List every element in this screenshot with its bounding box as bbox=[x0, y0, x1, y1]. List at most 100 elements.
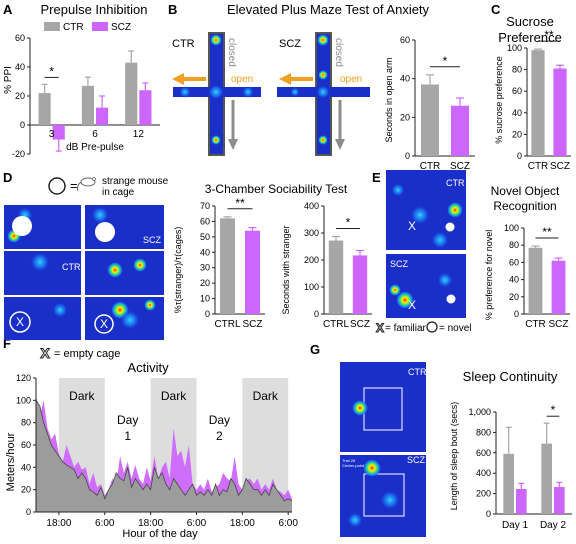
dark-label: Dark bbox=[253, 389, 279, 403]
x-tick-label: CTR bbox=[420, 161, 441, 172]
x-tick-label: 6:00 bbox=[278, 518, 298, 529]
maze-ctr-open-label: open bbox=[231, 74, 253, 85]
object-scz-label: SCZ bbox=[390, 259, 409, 269]
x-tick-label: 6:00 bbox=[187, 518, 207, 529]
chart-e-title-line-2: Recognition bbox=[493, 199, 556, 213]
day-label: Day bbox=[117, 413, 138, 427]
y-tick-label: 0 bbox=[405, 151, 410, 161]
y-tick-label: 40 bbox=[400, 74, 410, 84]
x-tick-label: 3 bbox=[49, 129, 55, 140]
chart-f-activity: Dark Dark DarkDay1Day202040608010012018:00… bbox=[16, 373, 298, 529]
sleep-heatmap-ctr: CTR bbox=[340, 362, 427, 452]
object-ctr-hotspot bbox=[391, 183, 405, 197]
y-tick-label: 1,000 bbox=[468, 407, 491, 417]
y-tick-label: 80 bbox=[509, 240, 519, 250]
significance-marker: * bbox=[551, 403, 556, 417]
y-tick-label: 60 bbox=[400, 35, 410, 45]
bar-ctr bbox=[541, 443, 552, 514]
legend-scz-swatch bbox=[92, 22, 108, 31]
y-tick-label: 40 bbox=[21, 462, 31, 472]
bar-scz bbox=[352, 255, 368, 314]
object-scz-hotspot bbox=[389, 284, 401, 296]
chart-e-ylabel: % preference for novel bbox=[484, 230, 494, 321]
sleep-scz-hotspot bbox=[363, 459, 381, 477]
x-tick-label: 6:00 bbox=[95, 518, 115, 529]
maze-scz-hotspot bbox=[290, 87, 300, 97]
legend-stranger-line-1: strange mouse bbox=[102, 176, 169, 187]
heatmap-scz-hotspot bbox=[91, 206, 109, 224]
maze-ctr-closed-arrowhead bbox=[228, 139, 238, 150]
empty-cage-scz bbox=[94, 314, 114, 334]
maze-ctr-hotspot bbox=[179, 86, 191, 98]
x-tick-label: 18:00 bbox=[46, 518, 71, 529]
y-tick-label: 60 bbox=[200, 216, 210, 226]
object-ctr-hotspot bbox=[431, 231, 449, 249]
y-tick-label: 0 bbox=[205, 309, 210, 319]
maze-scz-hotspot bbox=[318, 70, 328, 80]
chart-b-title: Elevated Plus Maze Test of Anxiety bbox=[227, 2, 430, 17]
sleep-scz-center-zone bbox=[363, 473, 405, 517]
sleep-scz-hotspot bbox=[380, 490, 400, 510]
bar-ctrl bbox=[328, 240, 344, 314]
y-tick-label: 20 bbox=[509, 292, 519, 302]
stranger-cage-icon bbox=[48, 177, 66, 195]
object-scz-hotspot bbox=[396, 291, 414, 309]
bar-scz bbox=[553, 68, 567, 156]
chart-e-title-line-1: Novel Object bbox=[491, 184, 560, 198]
bar-scz bbox=[451, 105, 469, 156]
bar-ctr bbox=[531, 50, 545, 156]
y-tick-label: 800 bbox=[476, 427, 491, 437]
object-ctr-hotspot bbox=[447, 202, 463, 218]
legend-novel-label: = novel bbox=[439, 323, 472, 334]
chart-e-novel-preference: 0 20 40 60 80 100 CTR SCZ ** bbox=[504, 223, 570, 330]
y-tick-label: 0 bbox=[517, 151, 522, 161]
significance-marker: * bbox=[49, 64, 54, 78]
legend-stranger-line-2: in cage bbox=[102, 187, 135, 198]
x-tick-label: 18:00 bbox=[230, 518, 255, 529]
chart-b-open-arm: 0 20 40 60 CTR SCZ * bbox=[400, 35, 475, 172]
y-tick-label: 60 bbox=[15, 33, 25, 43]
y-tick-label: 70 bbox=[200, 201, 210, 211]
y-tick-label: 20 bbox=[21, 485, 31, 495]
bar-scz bbox=[96, 107, 109, 125]
heatmap-scz-label: SCZ bbox=[143, 235, 162, 245]
object-heatmap-scz: X SCZ bbox=[386, 254, 466, 318]
day-number: 2 bbox=[216, 429, 223, 443]
y-tick-label: 60 bbox=[512, 86, 522, 96]
x-tick-label: CTRL bbox=[214, 319, 241, 330]
maze-ctr-hotspot bbox=[208, 84, 224, 100]
chart-d2-ylabel: Seconds with stranger bbox=[281, 225, 291, 314]
y-tick-label: 100 bbox=[507, 43, 522, 53]
heatmap-scz-hotspot bbox=[144, 299, 156, 311]
legend-scz-label: SCZ bbox=[111, 22, 131, 33]
chart-f-title: Activity bbox=[127, 360, 169, 375]
maze-scz-hotspot bbox=[316, 85, 330, 99]
bar-scz bbox=[516, 489, 527, 514]
y-tick-label: 60 bbox=[21, 440, 31, 450]
y-tick-label: 40 bbox=[512, 108, 522, 118]
significance-marker: ** bbox=[542, 225, 552, 239]
y-tick-label: 300 bbox=[304, 228, 319, 238]
y-tick-label: 30 bbox=[200, 263, 210, 273]
sleep-ctr-label: CTR bbox=[408, 367, 427, 377]
maze-scz-closed-arrowhead bbox=[335, 139, 345, 150]
x-tick-label: SCZ bbox=[350, 319, 370, 330]
maze-scz-hotspot bbox=[318, 135, 328, 145]
y-tick-label: 20 bbox=[200, 278, 210, 288]
chart-f-xlabel: Hour of the day bbox=[122, 528, 198, 540]
panel-letter-b: B bbox=[168, 2, 177, 17]
chart-d-title: 3-Chamber Sociability Test bbox=[205, 182, 348, 196]
maze-scz-hotspot bbox=[317, 34, 329, 46]
bar-scz bbox=[52, 125, 65, 140]
familiar-object-scz: X bbox=[408, 298, 416, 312]
dark-label: Dark bbox=[69, 389, 95, 403]
sleep-ctr-hotspot bbox=[352, 400, 368, 416]
x-tick-label: 18:00 bbox=[138, 518, 163, 529]
x-tick-label: Day 1 bbox=[502, 520, 529, 531]
y-tick-label: 0 bbox=[314, 309, 319, 319]
stranger-cage-scz bbox=[95, 222, 115, 242]
sleep-heatmap-scz: Trial 28 Center-point SCZ bbox=[340, 455, 426, 537]
maze-scz-open-arrowhead bbox=[279, 73, 291, 85]
significance-marker: * bbox=[346, 216, 351, 230]
